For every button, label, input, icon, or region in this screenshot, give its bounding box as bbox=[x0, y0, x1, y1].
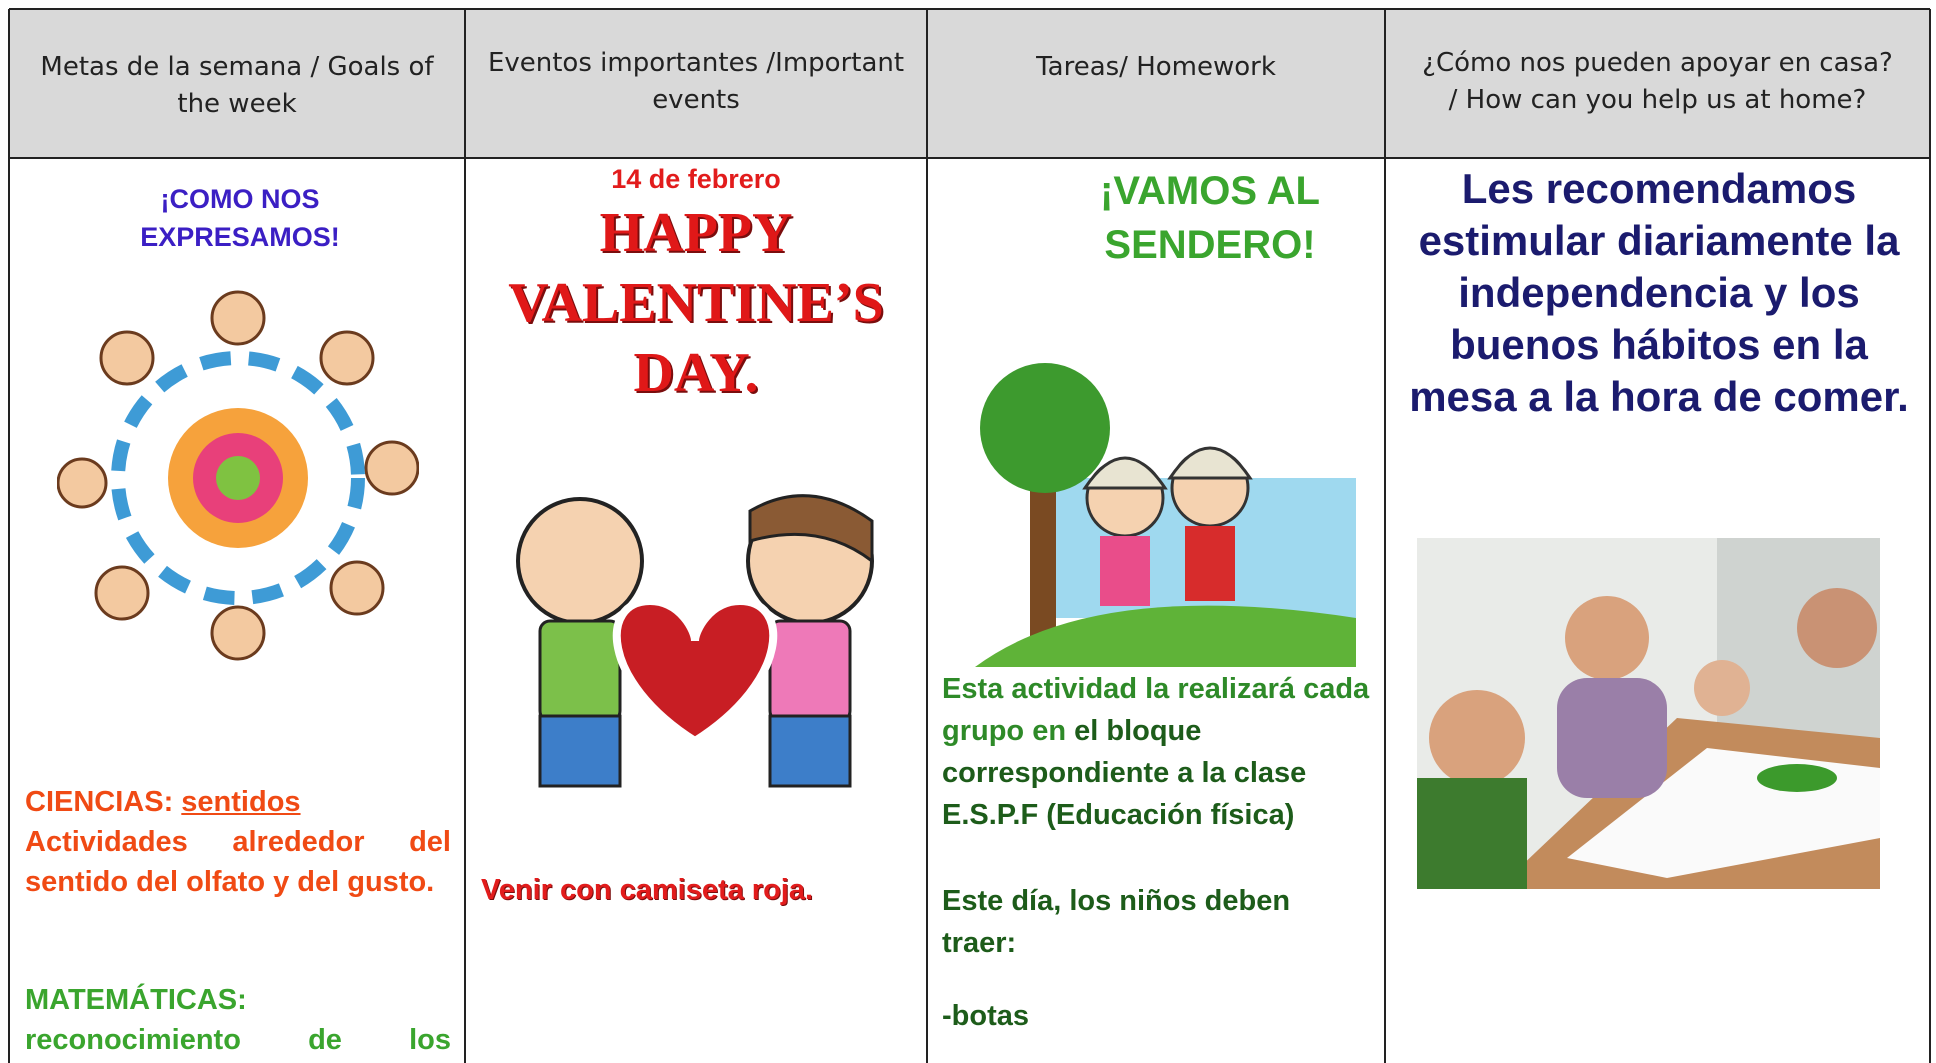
border bbox=[8, 9, 10, 1063]
family-image bbox=[1417, 538, 1880, 889]
border bbox=[926, 9, 928, 1063]
header-cell: Metas de la semana / Goals of the week bbox=[9, 9, 465, 158]
border bbox=[1384, 9, 1386, 1063]
hikers-image bbox=[975, 363, 1356, 667]
homework-text: Esta actividad la realizará cada grupo e… bbox=[942, 668, 1372, 836]
math-block: MATEMÁTICAS: reconocimiento de los bbox=[25, 980, 451, 1060]
science-block: CIENCIAS: sentidos Actividades alrededor… bbox=[25, 782, 451, 902]
header-text: Eventos importantes /Important events bbox=[487, 48, 905, 115]
help-text: Les recomendamos estimular diariamente l… bbox=[1409, 165, 1909, 420]
border bbox=[464, 9, 466, 1063]
event-title: HAPPY VALENTINE’S DAY. bbox=[508, 202, 884, 404]
subject-label: CIENCIAS: bbox=[25, 786, 174, 818]
header-cell: ¿Cómo nos pueden apoyar en casa? / How c… bbox=[1385, 9, 1930, 158]
homework-item: -botas bbox=[942, 1000, 1029, 1032]
event-date: 14 de febrero bbox=[611, 164, 781, 194]
valentine-image bbox=[516, 494, 874, 788]
header-text: Metas de la semana / Goals of the week bbox=[40, 52, 434, 119]
subject-label: MATEMÁTICAS: bbox=[25, 984, 247, 1016]
goal-title: ¡COMO NOS EXPRESAMOS! bbox=[140, 184, 340, 252]
header-cell: Tareas/ Homework bbox=[927, 9, 1385, 158]
subject-topic: sentidos bbox=[181, 786, 301, 818]
homework-bring: Este día, los niños deben traer: bbox=[942, 885, 1291, 959]
homework-line: el bloque correspondiente a la clase E.S… bbox=[942, 715, 1307, 831]
subject-text: reconocimiento de los bbox=[25, 1024, 451, 1056]
subject-text: Actividades alrededor del sentido del ol… bbox=[25, 826, 451, 898]
header-cell: Eventos importantes /Important events bbox=[465, 9, 927, 158]
event-note: Venir con camiseta roja. bbox=[481, 874, 814, 906]
border bbox=[9, 8, 1930, 10]
border bbox=[1929, 9, 1931, 1063]
homework-title: ¡VAMOS AL SENDERO! bbox=[1100, 169, 1320, 267]
header-text: Tareas/ Homework bbox=[1036, 52, 1276, 82]
header-text: ¿Cómo nos pueden apoyar en casa? / How c… bbox=[1422, 48, 1893, 115]
homework-line: Esta actividad la realizará cada grupo e… bbox=[942, 673, 1370, 747]
border bbox=[9, 157, 1930, 159]
kids-circle-image bbox=[57, 290, 419, 661]
